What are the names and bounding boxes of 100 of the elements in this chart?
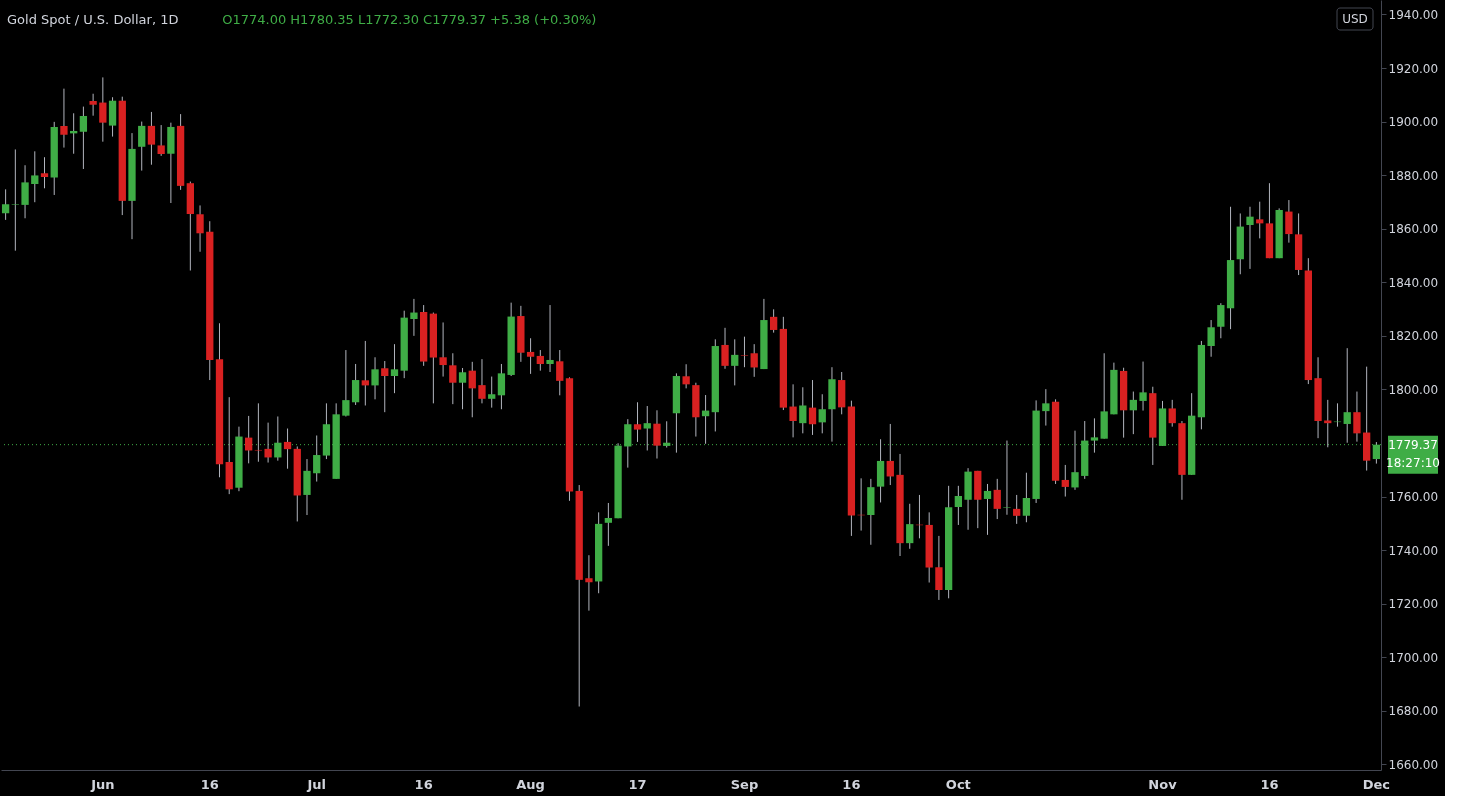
candlestick [449, 352, 457, 405]
x-tick-label: 16 [200, 776, 219, 792]
x-tick-label: Oct [945, 776, 971, 792]
x-tick-label: Dec [1362, 776, 1391, 792]
candlestick [653, 409, 661, 460]
candlestick [983, 483, 992, 536]
y-tick-label: 1680.00 [1388, 704, 1439, 719]
candlestick [808, 379, 817, 436]
candlestick [1246, 206, 1254, 270]
candlestick [264, 422, 272, 464]
candlestick [196, 204, 204, 253]
candlestick [21, 164, 29, 219]
candlestick [79, 106, 88, 170]
y-tick-label: 1840.00 [1388, 275, 1439, 290]
x-tick-label: 16 [1260, 776, 1279, 792]
candlestick [99, 76, 107, 143]
candlestick [1217, 302, 1225, 339]
candlestick [731, 338, 739, 386]
candlestick [478, 358, 486, 404]
candlestick [721, 327, 729, 370]
x-tick-label: 17 [628, 776, 647, 792]
candlestick [1168, 399, 1176, 428]
candlestick [1061, 464, 1069, 498]
y-tick-label: 1880.00 [1388, 168, 1439, 183]
candlestick [769, 308, 778, 334]
candlestick [906, 503, 914, 550]
candlestick [439, 321, 447, 378]
x-tick-label: 16 [842, 776, 861, 792]
candlestick [138, 121, 146, 172]
candlestick [60, 88, 68, 149]
candlestick [361, 340, 369, 406]
candlestick [750, 343, 758, 378]
candlestick [1022, 472, 1031, 523]
candlestick [497, 363, 506, 410]
y-tick-label: 1800.00 [1388, 382, 1439, 397]
y-tick-label: 1820.00 [1388, 329, 1439, 344]
y-tick-label: 1900.00 [1388, 115, 1439, 130]
candlestick [886, 423, 894, 486]
ref-line-label: 1779.37 [1388, 437, 1438, 452]
candlestick [1139, 361, 1147, 412]
candlestick [1353, 391, 1361, 443]
candlestick [371, 356, 379, 400]
candlestick [1, 188, 10, 221]
candlestick [89, 93, 97, 117]
candlestick [283, 428, 292, 470]
candlestick [799, 386, 807, 434]
annotation: USD [1342, 12, 1368, 26]
candlestick [663, 420, 671, 449]
candlestick [313, 434, 321, 483]
candlestick [1372, 441, 1381, 465]
candlestick [935, 535, 943, 601]
candlestick [1013, 494, 1021, 525]
x-tick-label: Jun [90, 776, 115, 792]
candlestick [11, 148, 19, 252]
candlestick [1042, 388, 1050, 427]
x-tick-label: Aug [516, 776, 545, 792]
candlestick [604, 502, 613, 547]
candlestick [954, 485, 962, 526]
candlestick [1256, 201, 1264, 239]
y-tick-label: 1660.00 [1388, 757, 1439, 772]
candlestick [546, 304, 554, 373]
candlestick [1207, 319, 1215, 358]
candlestick [633, 401, 642, 443]
candlestick [526, 337, 535, 375]
y-tick-label: 1720.00 [1388, 597, 1439, 612]
candlestick [458, 367, 467, 410]
candlestick [789, 383, 797, 438]
y-tick-label: 1920.00 [1388, 61, 1439, 76]
candlestick [31, 150, 39, 203]
candlestick [40, 156, 49, 189]
candlestick [556, 349, 564, 396]
candlestick [536, 349, 544, 372]
candlestick [1343, 347, 1351, 444]
candlestick [1324, 399, 1332, 448]
candlestick [585, 554, 593, 612]
candlestick [147, 111, 156, 166]
candlestick [993, 478, 1001, 520]
x-tick-label: 16 [414, 776, 433, 792]
candlestick [342, 349, 350, 417]
candlestick [157, 124, 165, 157]
text: O1774.00 H1780.35 L1772.30 C1779.37 +5.38 (+0.30%) [222, 12, 597, 27]
y-tick-label: 1760.00 [1388, 490, 1439, 505]
candlestick [410, 298, 418, 337]
text: Gold Spot / U.S. Dollar, 1D [7, 12, 179, 27]
candlestick [351, 363, 360, 406]
candlestick [390, 343, 399, 394]
candlestick [740, 336, 749, 368]
candlestick [818, 393, 826, 434]
candlestick [468, 361, 476, 418]
candlestick [488, 376, 496, 409]
candlestick [682, 363, 690, 389]
x-tick-label: Sep [730, 776, 759, 792]
y-tick-label: 1740.00 [1388, 543, 1439, 558]
x-tick-label: Nov [1148, 776, 1178, 792]
candlestick [1129, 391, 1137, 435]
candlestick [381, 360, 389, 413]
y-tick-label: 1940.00 [1388, 7, 1439, 22]
candlestick [1285, 199, 1293, 244]
y-tick-label: 1700.00 [1388, 650, 1439, 665]
x-tick-label: Jul [306, 776, 326, 792]
